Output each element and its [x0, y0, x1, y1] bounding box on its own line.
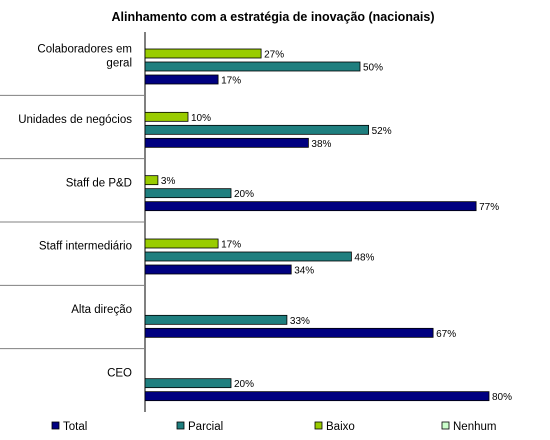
data-label-baixo-colaboradores-em-geral: 27%: [264, 50, 284, 61]
bar-total-colaboradores-em-geral: [144, 74, 219, 85]
data-label-parcial-ceo: 20%: [234, 379, 254, 390]
category-label-colaboradores-em-geral-line-2: geral: [106, 58, 132, 70]
category-label-staff-de-ped: Staff de P&D: [66, 177, 132, 189]
data-label-total-unidades-de-negocios: 38%: [311, 139, 331, 150]
bar-parcial-unidades-de-negocios: [144, 124, 370, 135]
legend: Total Parcial Baixo Nenhum: [51, 421, 496, 433]
bar-parcial-staff-de-ped: [144, 188, 232, 199]
bar-total-alta-direcao: [144, 327, 434, 338]
data-label-total-ceo: 80%: [492, 392, 512, 403]
data-label-parcial-colaboradores-em-geral: 50%: [363, 63, 383, 74]
data-label-parcial-staff-de-ped: 20%: [234, 189, 254, 200]
legend-label-parcial: Parcial: [188, 421, 223, 433]
data-label-baixo-unidades-de-negocios: 10%: [191, 113, 211, 124]
category-label-ceo: CEO: [107, 367, 132, 379]
data-label-total-staff-de-ped: 77%: [479, 202, 499, 213]
data-label-baixo-staff-intermediario: 17%: [221, 240, 241, 251]
bar-baixo-colaboradores-em-geral: [144, 48, 262, 59]
bar-parcial-colaboradores-em-geral: [144, 61, 361, 72]
data-label-total-colaboradores-em-geral: 17%: [221, 76, 241, 87]
data-label-parcial-staff-intermediario: 48%: [354, 253, 374, 264]
bar-total-staff-de-ped: [144, 201, 477, 212]
data-label-parcial-alta-direcao: 33%: [290, 316, 310, 327]
data-label-baixo-staff-de-ped: 3%: [161, 176, 176, 187]
category-label-staff-intermediario: Staff intermediário: [39, 241, 132, 253]
category-label-alta-direcao: Alta direção: [71, 304, 132, 316]
bar-parcial-alta-direcao: [144, 314, 288, 325]
bar-baixo-staff-intermediario: [144, 238, 219, 249]
category-label-unidades-de-negocios: Unidades de negócios: [18, 114, 132, 126]
legend-swatch-baixo: [314, 421, 323, 430]
chart-title: Alinhamento com a estratégia de inovação…: [111, 10, 434, 24]
legend-label-baixo: Baixo: [326, 421, 355, 433]
legend-label-total: Total: [63, 421, 87, 433]
legend-label-nenhum: Nenhum: [453, 421, 496, 433]
data-label-parcial-unidades-de-negocios: 52%: [372, 126, 392, 137]
plot-area: Colaboradores em geral 27% 50% 17% Unidades d…: [0, 32, 512, 412]
bar-baixo-unidades-de-negocios: [144, 111, 189, 122]
bar-parcial-staff-intermediario: [144, 251, 352, 262]
data-label-total-staff-intermediario: 34%: [294, 266, 314, 277]
category-label-colaboradores-em-geral-line-1: Colaboradores em: [37, 44, 132, 56]
bar-total-staff-intermediario: [144, 264, 292, 275]
bar-total-unidades-de-negocios: [144, 137, 309, 148]
bar-baixo-staff-de-ped: [144, 175, 159, 186]
bar-total-ceo: [144, 391, 490, 402]
legend-swatch-nenhum: [441, 421, 450, 430]
data-label-total-alta-direcao: 67%: [436, 329, 456, 340]
legend-swatch-parcial: [176, 421, 185, 430]
bar-parcial-ceo: [144, 378, 232, 389]
legend-swatch-total: [51, 421, 60, 430]
